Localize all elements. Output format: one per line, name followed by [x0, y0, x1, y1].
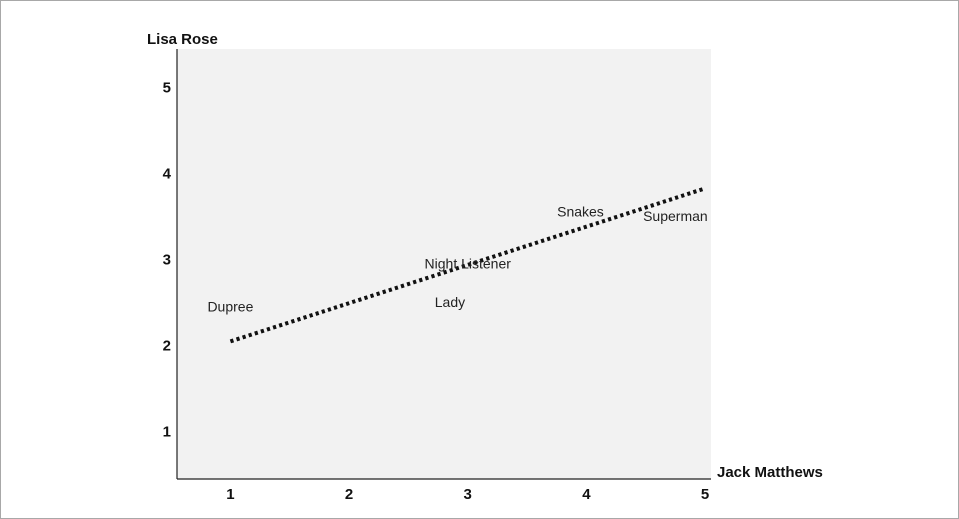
y-tick-label: 5 [163, 80, 171, 97]
x-tick-label: 5 [701, 486, 709, 503]
plot-area [177, 49, 711, 479]
point-label: Night Listener [425, 255, 512, 271]
y-tick-label: 4 [163, 166, 172, 183]
y-tick-label: 3 [163, 252, 171, 269]
x-tick-label: 1 [226, 486, 234, 503]
x-tick-label: 2 [345, 486, 353, 503]
y-tick-label: 2 [163, 338, 171, 355]
y-tick-label: 1 [163, 424, 171, 441]
point-label: Dupree [207, 298, 253, 314]
point-label: Lady [435, 294, 465, 310]
point-label: Snakes [557, 204, 604, 220]
y-axis-title: Lisa Rose [147, 31, 218, 48]
x-tick-label: 3 [464, 486, 472, 503]
point-label: Superman [643, 208, 708, 224]
x-tick-label: 4 [582, 486, 591, 503]
x-axis-title: Jack Matthews [717, 464, 823, 481]
